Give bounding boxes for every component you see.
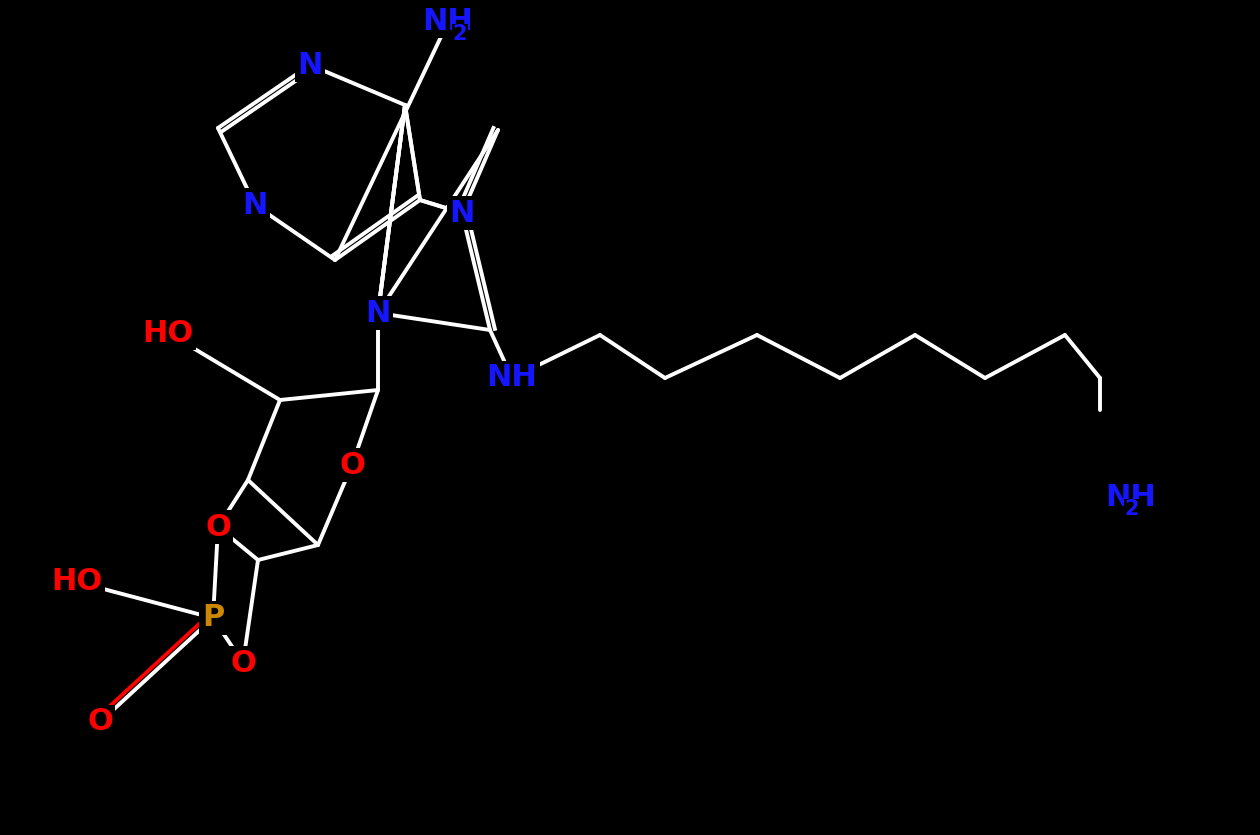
- Text: 2: 2: [452, 24, 467, 44]
- Text: O: O: [231, 649, 256, 677]
- Text: NH: NH: [486, 363, 537, 392]
- Text: N: N: [242, 190, 267, 220]
- Text: O: O: [339, 451, 365, 479]
- Text: N: N: [365, 298, 391, 327]
- Text: N: N: [297, 50, 323, 79]
- Text: P: P: [202, 604, 224, 632]
- Text: HO: HO: [142, 318, 194, 347]
- Text: O: O: [87, 707, 113, 736]
- Text: N: N: [450, 199, 475, 227]
- Text: HO: HO: [52, 568, 102, 596]
- Text: NH: NH: [422, 8, 474, 37]
- Text: 2: 2: [1124, 499, 1139, 519]
- Text: NH: NH: [1105, 483, 1155, 512]
- Text: O: O: [205, 513, 231, 542]
